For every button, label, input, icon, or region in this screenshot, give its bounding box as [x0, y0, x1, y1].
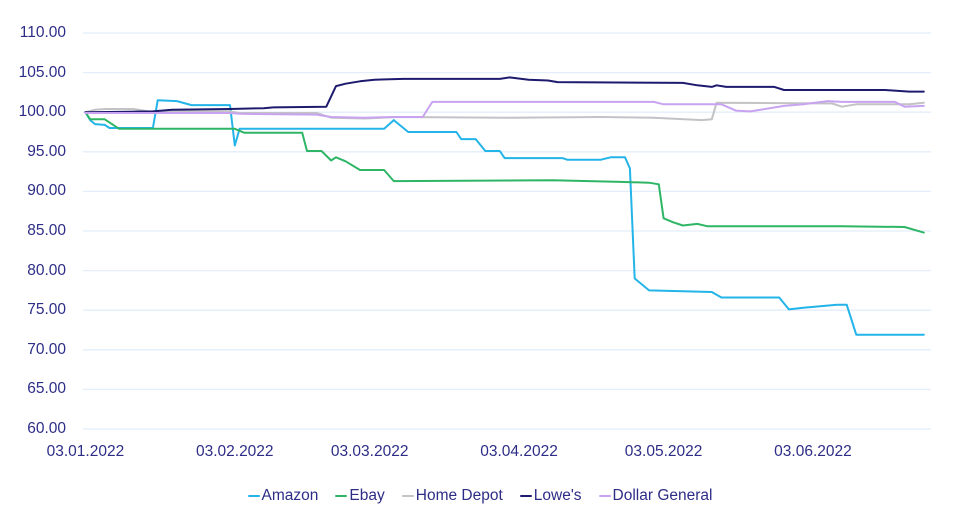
legend-label: Lowe's [533, 487, 582, 504]
legend-label: Dollar General [612, 487, 713, 504]
legend-label: Amazon [261, 487, 319, 504]
legend-label: Home Depot [415, 487, 503, 504]
legend-dash-icon [401, 494, 414, 498]
legend-item-amazon[interactable]: Amazon [247, 487, 319, 505]
legend-dash-icon [335, 494, 348, 498]
y-tick-label-65: 65.00 [27, 380, 66, 398]
x-tick-label-03.02: 03.02.2022 [195, 443, 274, 460]
legend-item-dollar-general[interactable]: Dollar General [598, 487, 713, 505]
y-tick-label-75: 75.00 [27, 301, 66, 319]
legend-dash-icon [519, 494, 532, 498]
series-line-amazon [84, 99, 925, 336]
x-tick-label-03.06: 03.06.2022 [774, 443, 852, 460]
series-line-ebay [84, 111, 925, 234]
legend-dash-icon [247, 494, 260, 498]
y-tick-label-105: 105.00 [18, 63, 66, 81]
y-tick-label-95: 95.00 [27, 142, 66, 160]
x-tick-label-03.05: 03.05.2022 [624, 443, 703, 460]
y-tick-label-110: 110.00 [19, 24, 66, 41]
legend-label: Ebay [349, 487, 385, 504]
y-tick-label-60: 60.00 [27, 420, 66, 437]
legend-dash-icon [598, 494, 611, 498]
series-line-lowe-s [84, 76, 925, 114]
legend-item-home-depot[interactable]: Home Depot [401, 487, 503, 505]
x-tick-label-03.03: 03.03.2022 [330, 443, 409, 460]
chart-legend: Amazon Ebay Home Depot Lowe's Dollar General [0, 484, 960, 508]
y-tick-label-100: 100.00 [18, 103, 66, 121]
series-line-dollar-general [84, 100, 925, 119]
x-tick-label-03.04: 03.04.2022 [480, 443, 558, 460]
y-tick-label-70: 70.00 [27, 340, 66, 358]
y-tick-label-90: 90.00 [27, 182, 66, 200]
legend-item-lowe-s[interactable]: Lowe's [519, 487, 582, 505]
y-tick-label-80: 80.00 [27, 261, 66, 279]
y-tick-label-85: 85.00 [27, 222, 66, 239]
x-tick-label-03.01: 03.01.2022 [46, 443, 125, 460]
series-line-home-depot [84, 101, 925, 122]
legend-item-ebay[interactable]: Ebay [335, 487, 385, 505]
